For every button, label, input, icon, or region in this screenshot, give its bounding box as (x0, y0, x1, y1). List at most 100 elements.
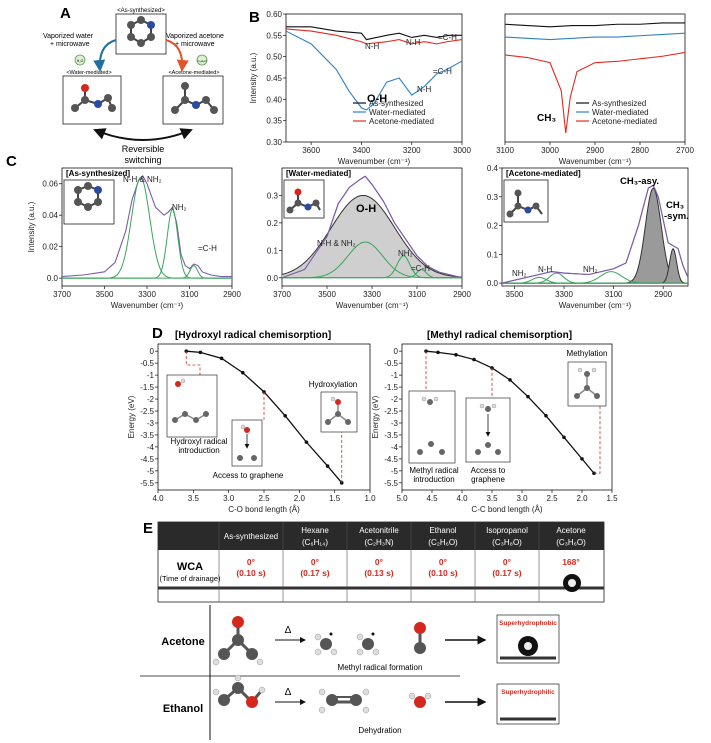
chartD1-ytick-label: -2.5 (140, 407, 154, 416)
chartD2-xtick-label: 3.0 (516, 494, 528, 503)
acetone-molecule (171, 82, 218, 114)
methyl-radical-2 (356, 632, 380, 656)
chartD2-point (472, 357, 476, 362)
chart-c-acetone: 3500 3300 3100 2900 0.4 0.3 0.2 0.1 0.0 Wavenumbe… (487, 164, 689, 310)
chartD1-xtick-label: 3.0 (223, 494, 235, 503)
acetone-arrow (165, 39, 189, 72)
chartD2-point (436, 350, 440, 355)
wca-col-name: Acetonitrile (359, 526, 399, 535)
panel-letter-b: B (249, 9, 260, 26)
chartD1-ytick-label: -1.5 (140, 383, 154, 392)
chart-c-as-synth: 3700 3500 3300 3100 2900 0.06 0.04 0.02 0.0 Waven… (27, 167, 241, 310)
chartB1-series-line (285, 28, 463, 45)
chartD2-ytick-label: -1.5 (384, 383, 398, 392)
chartC3-xtick-label: 3500 (506, 290, 524, 299)
chartD2-ytick-label: -4 (391, 443, 399, 452)
d1-access-molecule (237, 424, 257, 461)
panel-b: B 3600 3400 3200 3000 0.60 0.55 0.50 0.45 0.40 0.… (249, 9, 694, 166)
chartC1-xtick-label: 3700 (53, 290, 71, 299)
chartD2-ytick-label: -5 (391, 467, 399, 476)
c2-peak-ch (282, 269, 462, 279)
b-right-legend-0: As-synthesized (592, 99, 646, 108)
chartB1-xtick-label: 3600 (302, 146, 320, 155)
d1-label-intro-1: Hydroxyl radical (171, 437, 228, 446)
chartC3-xlabel: Wavenumber (cm⁻¹) (559, 301, 632, 310)
d2-label-intro-1: Methyl radical (409, 466, 459, 475)
wca-col-name: Isopropanol (486, 526, 528, 535)
panel-letter-e: E (143, 520, 153, 537)
d1-leader-intro (185, 351, 201, 375)
chartD2-xlabel: C-C bond length (Å) (471, 505, 542, 514)
chart-d-methyl: 5.0 4.5 4.0 3.5 3.0 2.5 2.0 1.5 0 -0.5 -1 -1.5 -2 -2.… (371, 343, 618, 514)
acetone-molecule-box (162, 75, 224, 125)
chartD1-ytick-label: -4.5 (140, 455, 154, 464)
c1-ann-ch: =C-H (198, 244, 217, 253)
chartD2-xtick-label: 4.0 (456, 494, 468, 503)
d2-label-access-1: Access to (471, 466, 506, 475)
chartD1-xtick-label: 3.5 (188, 494, 200, 503)
chartD1-point (304, 440, 309, 444)
wca-col-name: Ethanol (429, 526, 456, 535)
panel-a: A <As-synthesized> Vaporized water + mic… (43, 5, 224, 165)
chartD2-point (454, 352, 458, 357)
chartB1-ytick-label: 0.40 (266, 95, 282, 104)
chartC1-xtick-label: 3300 (138, 290, 156, 299)
b-ann-nh-1: N-H (365, 42, 379, 51)
chartC3-frame (501, 167, 689, 287)
chartD1-ytick-label: -2 (147, 395, 155, 404)
c3-molecule (506, 189, 543, 218)
c2-peak-oh (281, 194, 463, 278)
chartB2-series-line (504, 32, 686, 41)
wca-angle: 0° (247, 557, 256, 567)
c3-ann-ch3asy: CH₃-asy. (620, 176, 659, 187)
chartD1-xlabel: C-O bond length (Å) (228, 505, 300, 514)
acetone-badge-icon (196, 54, 208, 66)
d2-label-intro-2: introduction (413, 475, 454, 484)
reversible-label-2: switching (124, 155, 161, 165)
chartB2-xtick-label: 2700 (676, 146, 694, 155)
ethylene-molecule (318, 688, 370, 714)
superhydrophilic-label: Superhydrophilic (501, 689, 555, 696)
chartC1-xtick-label: 3500 (96, 290, 114, 299)
chartD1-ytick-label: -0.5 (140, 359, 154, 368)
chartB1-ytick-label: 0.45 (266, 74, 282, 83)
droplet-highlight (568, 579, 576, 587)
chartB1-series-line (285, 30, 463, 111)
chart-b-left: 3600 3400 3200 3000 0.60 0.55 0.50 0.45 0.40 0.35… (249, 10, 471, 166)
superhydrophobic-droplet-highlight (524, 642, 532, 650)
c3-peak-ch3asy-fill (502, 188, 688, 284)
acetone-delta: Δ (285, 625, 292, 636)
chartB1-xtick-label: 3400 (353, 146, 371, 155)
chartB1-xtick-label: 3000 (453, 146, 471, 155)
chartD1-point (198, 350, 203, 355)
water-product-molecule (408, 692, 432, 708)
chartC2-ytick-label: 0.3 (267, 191, 279, 200)
chartD1-point (241, 370, 245, 375)
wca-angle: 0° (311, 557, 320, 567)
chartB1-ytick-label: 0.55 (266, 31, 282, 40)
chartC3-ytick-label: 0.4 (487, 164, 499, 173)
left-arrow-label-1: Vaporized water (43, 33, 94, 40)
wca-row-label-1: WCA (177, 561, 203, 573)
c2-data-line-top (281, 175, 463, 279)
chartC3-ytick-label: 0.0 (487, 279, 499, 288)
chartB1-xlabel: Wavenumber (cm⁻¹) (338, 157, 411, 166)
chartC3-xtick-label: 2900 (654, 290, 672, 299)
superhydrophobic-label: Superhydrophobic (499, 620, 557, 627)
chartC1-ytick-label: 0.04 (42, 211, 58, 220)
d-left-title: [Hydroxyl radical chemisorption] (175, 330, 331, 341)
wca-row-label-2: (Time of drainage) (160, 574, 221, 583)
wca-time: (0.13 s) (364, 568, 393, 578)
chartD2-ytick-label: -5.5 (384, 479, 398, 488)
right-arrow-label-1: Vaporized acetone (166, 33, 224, 40)
chartD2-ytick-label: -1 (391, 371, 399, 380)
b-ann-ch-1: =C-H (438, 33, 457, 42)
chartC2-xtick-label: 3300 (363, 290, 381, 299)
chartB1-series-line (286, 26, 462, 41)
chartC2-ytick-label: 0.0 (267, 274, 279, 283)
wca-col-name: Acetone (556, 526, 586, 535)
wca-col-formula: (C₂H₃N) (364, 538, 393, 547)
chartB1-ylabel: Intensity (a.u.) (249, 52, 258, 103)
chart-d-hydroxyl: 4.0 3.5 3.0 2.5 2.0 1.5 1.0 0 -0.5 -1 -1.5 -2 -2.5 -3… (127, 343, 376, 514)
